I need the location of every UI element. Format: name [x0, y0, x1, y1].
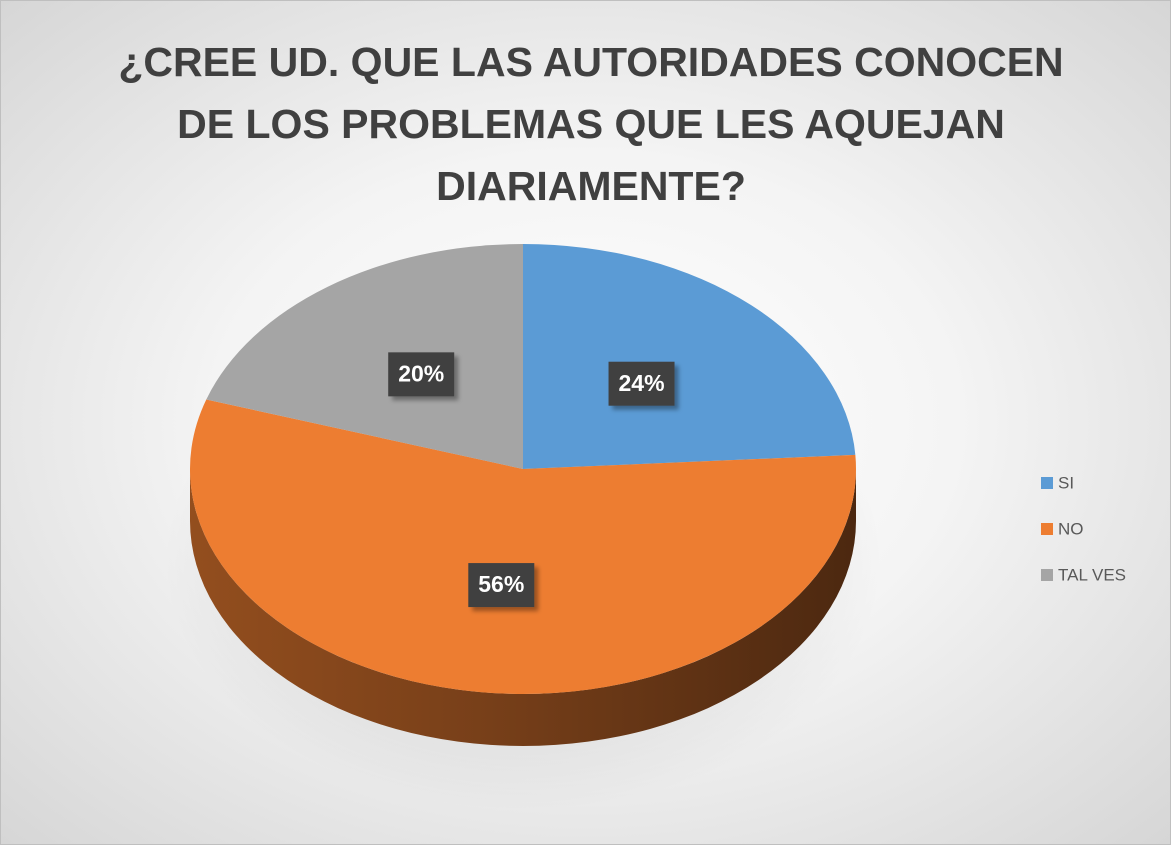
legend-swatch [1041, 569, 1053, 581]
data-label: 20% [398, 360, 444, 386]
legend-swatch [1041, 523, 1053, 535]
pie-slice [523, 244, 856, 469]
data-label: 24% [619, 370, 665, 396]
data-label-box [388, 352, 455, 397]
chart-title: ¿CREE UD. QUE LAS AUTORIDADES CONOCEN DE… [118, 39, 1064, 209]
pie-slice-side [190, 469, 856, 746]
legend-label: SI [1058, 473, 1074, 492]
legend-label: TAL VES [1058, 565, 1126, 584]
data-label-box [468, 563, 535, 608]
legend-swatch [1041, 477, 1053, 489]
pie-slice [189, 399, 856, 694]
data-label-box [608, 361, 675, 406]
data-label: 56% [478, 571, 524, 597]
pie-slice [206, 244, 523, 469]
legend-label: NO [1058, 519, 1084, 538]
